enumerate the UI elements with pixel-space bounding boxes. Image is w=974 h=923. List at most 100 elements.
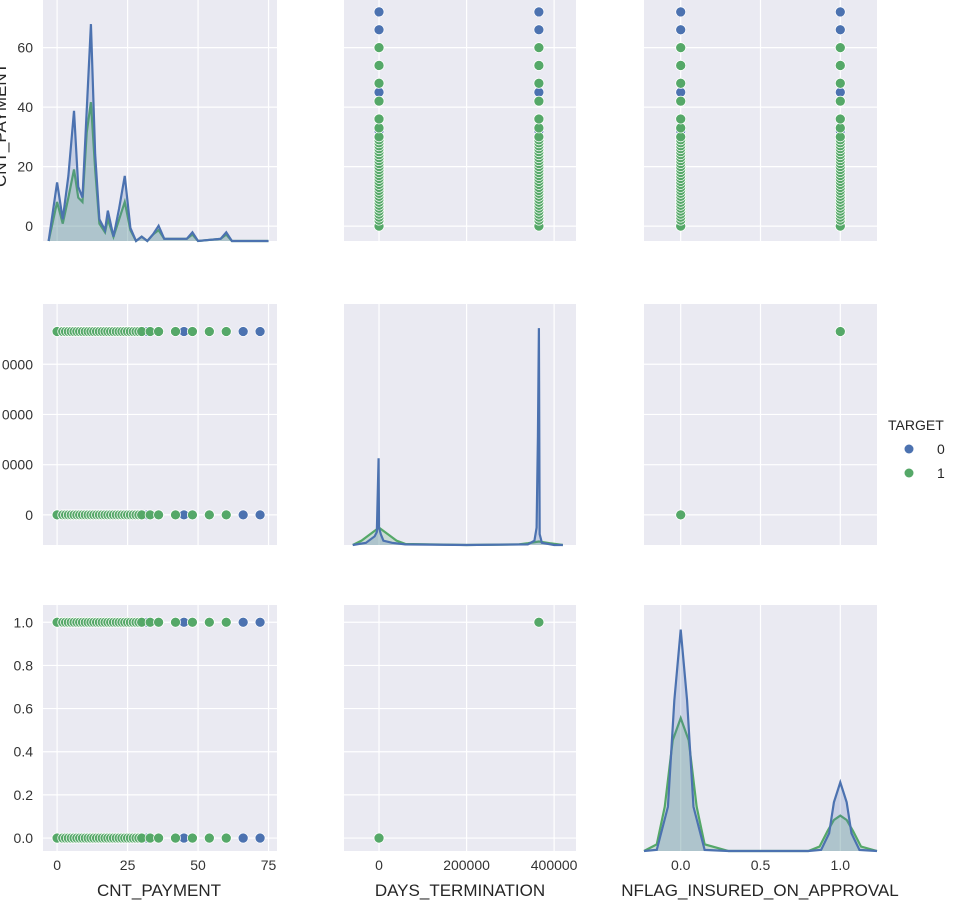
scatter-point-target-1 (675, 113, 687, 125)
scatter-point-target-0 (373, 6, 385, 18)
scatter-point-target-1 (203, 326, 215, 337)
scatter-point-target-0 (533, 6, 545, 18)
scatter-point-target-1 (373, 42, 385, 53)
legend-title: TARGET (888, 417, 944, 433)
x-tick-label-days-termination: 200000 (443, 857, 490, 873)
legend-marker-0 (904, 444, 914, 454)
scatter-point-target-1 (533, 42, 545, 53)
density-line-target-0 (643, 629, 878, 853)
scatter-point-target-0 (237, 326, 249, 337)
scatter-point-target-1 (675, 95, 687, 107)
legend-label-1: 1 (937, 465, 945, 481)
density-fill-target-1 (48, 102, 269, 242)
scatter-point-target-1 (153, 616, 164, 628)
scatter-point-target-1 (170, 326, 181, 337)
data-marks (47, 6, 878, 853)
scatter-point-target-1 (170, 832, 181, 844)
y-tick-label-cnt-payment: 40 (17, 99, 33, 115)
y-tick-label-cnt-payment: 0 (25, 218, 33, 234)
x-tick-label-nflag-insured-on-approval: 1.0 (831, 857, 851, 873)
scatter-point-target-0 (254, 832, 266, 844)
scatter-point-target-0 (237, 616, 249, 628)
scatter-point-target-1 (153, 832, 164, 844)
scatter-point-target-0 (237, 832, 249, 844)
scatter-point-target-1 (187, 832, 198, 844)
x-axis-label-nflag-insured: NFLAG_INSURED_ON_APPROVAL (621, 881, 898, 900)
scatter-point-target-1 (834, 77, 846, 89)
scatter-point-target-1 (834, 122, 846, 134)
scatter-point-target-0 (254, 509, 266, 521)
scatter-point-target-1 (187, 616, 198, 628)
scatter-point-target-1 (203, 832, 215, 844)
scatter-point-target-1 (220, 509, 232, 521)
scatter-point-target-1 (220, 326, 232, 337)
scatter-point-target-1 (675, 122, 687, 134)
scatter-point-target-1 (834, 42, 846, 53)
scatter-point-target-1 (533, 95, 545, 107)
scatter-point-target-0 (533, 24, 545, 36)
density-line-target-0 (47, 24, 269, 243)
y-tick-label-cnt-payment: 60 (17, 40, 33, 56)
scatter-point-target-0 (533, 86, 545, 98)
panel-nflag-insured-on-approval-vs-cnt-payment (43, 605, 277, 851)
x-tick-label-cnt-payment: 50 (190, 857, 206, 873)
scatter-point-target-0 (675, 24, 687, 36)
scatter-point-target-0 (373, 24, 385, 36)
scatter-point-target-1 (170, 616, 181, 628)
scatter-point-target-1 (373, 131, 385, 143)
density-fill-target-0 (644, 629, 877, 851)
x-axis-label-days-termination: DAYS_TERMINATION (375, 881, 545, 900)
y-tick-label-nflag-insured-on-approval: 0.4 (14, 744, 34, 760)
scatter-point-target-1 (533, 113, 545, 125)
y-axis-label-cnt-payment: CNT_PAYMENT (0, 63, 10, 187)
scatter-point-target-1 (220, 832, 232, 844)
density-line-target-0 (352, 328, 563, 547)
scatter-point-target-0 (675, 6, 687, 18)
x-tick-label-cnt-payment: 25 (120, 857, 136, 873)
y-tick-label-nflag-insured-on-approval: 1.0 (14, 614, 34, 630)
panel-days-termination-vs-cnt-payment (43, 304, 277, 545)
scatter-point-target-1 (675, 77, 687, 89)
scatter-point-target-1 (834, 326, 846, 337)
scatter-point-target-1 (533, 60, 545, 71)
scatter-point-target-1 (834, 60, 846, 71)
scatter-point-target-1 (834, 131, 846, 143)
scatter-point-target-1 (153, 509, 164, 521)
y-tick-label-nflag-insured-on-approval: 0.0 (14, 830, 34, 846)
scatter-point-target-1 (153, 326, 164, 337)
y-tick-label-nflag-insured-on-approval: 0.2 (14, 787, 34, 803)
scatter-point-target-1 (834, 113, 846, 125)
y-tick-label-nflag-insured-on-approval: 0.8 (14, 657, 34, 673)
x-tick-label-days-termination: 0 (375, 857, 383, 873)
scatter-point-target-1 (203, 616, 215, 628)
y-tick-label-days-termination: 0000 (2, 457, 33, 473)
y-tick-label-days-termination: 0000 (2, 406, 33, 422)
scatter-point-target-1 (373, 77, 385, 89)
scatter-point-target-1 (533, 616, 545, 628)
scatter-point-target-0 (373, 86, 385, 98)
legend: TARGET 0 1 (888, 417, 945, 481)
scatter-point-target-1 (373, 122, 385, 134)
y-tick-label-cnt-payment: 20 (17, 159, 33, 175)
scatter-point-target-0 (254, 326, 266, 337)
scatter-point-target-1 (675, 42, 687, 53)
x-tick-label-cnt-payment: 75 (261, 857, 277, 873)
scatter-point-target-1 (373, 113, 385, 125)
scatter-point-target-0 (254, 616, 266, 628)
scatter-point-target-1 (533, 122, 545, 134)
scatter-point-target-1 (170, 509, 181, 521)
scatter-point-target-1 (533, 131, 545, 143)
scatter-point-target-1 (675, 131, 687, 143)
x-tick-label-days-termination: 400000 (531, 857, 578, 873)
legend-marker-1 (904, 468, 914, 478)
scatter-point-target-0 (834, 86, 846, 98)
panel-nflag-insured-on-approval-vs-days-termination (344, 605, 576, 851)
panels-grid (43, 0, 877, 851)
x-tick-label-nflag-insured-on-approval: 0.5 (751, 857, 771, 873)
scatter-point-target-1 (187, 326, 198, 337)
scatter-point-target-1 (203, 509, 215, 521)
x-tick-label-nflag-insured-on-approval: 0.0 (671, 857, 691, 873)
scatter-point-target-1 (373, 95, 385, 107)
y-tick-label-days-termination: 0000 (2, 356, 33, 372)
